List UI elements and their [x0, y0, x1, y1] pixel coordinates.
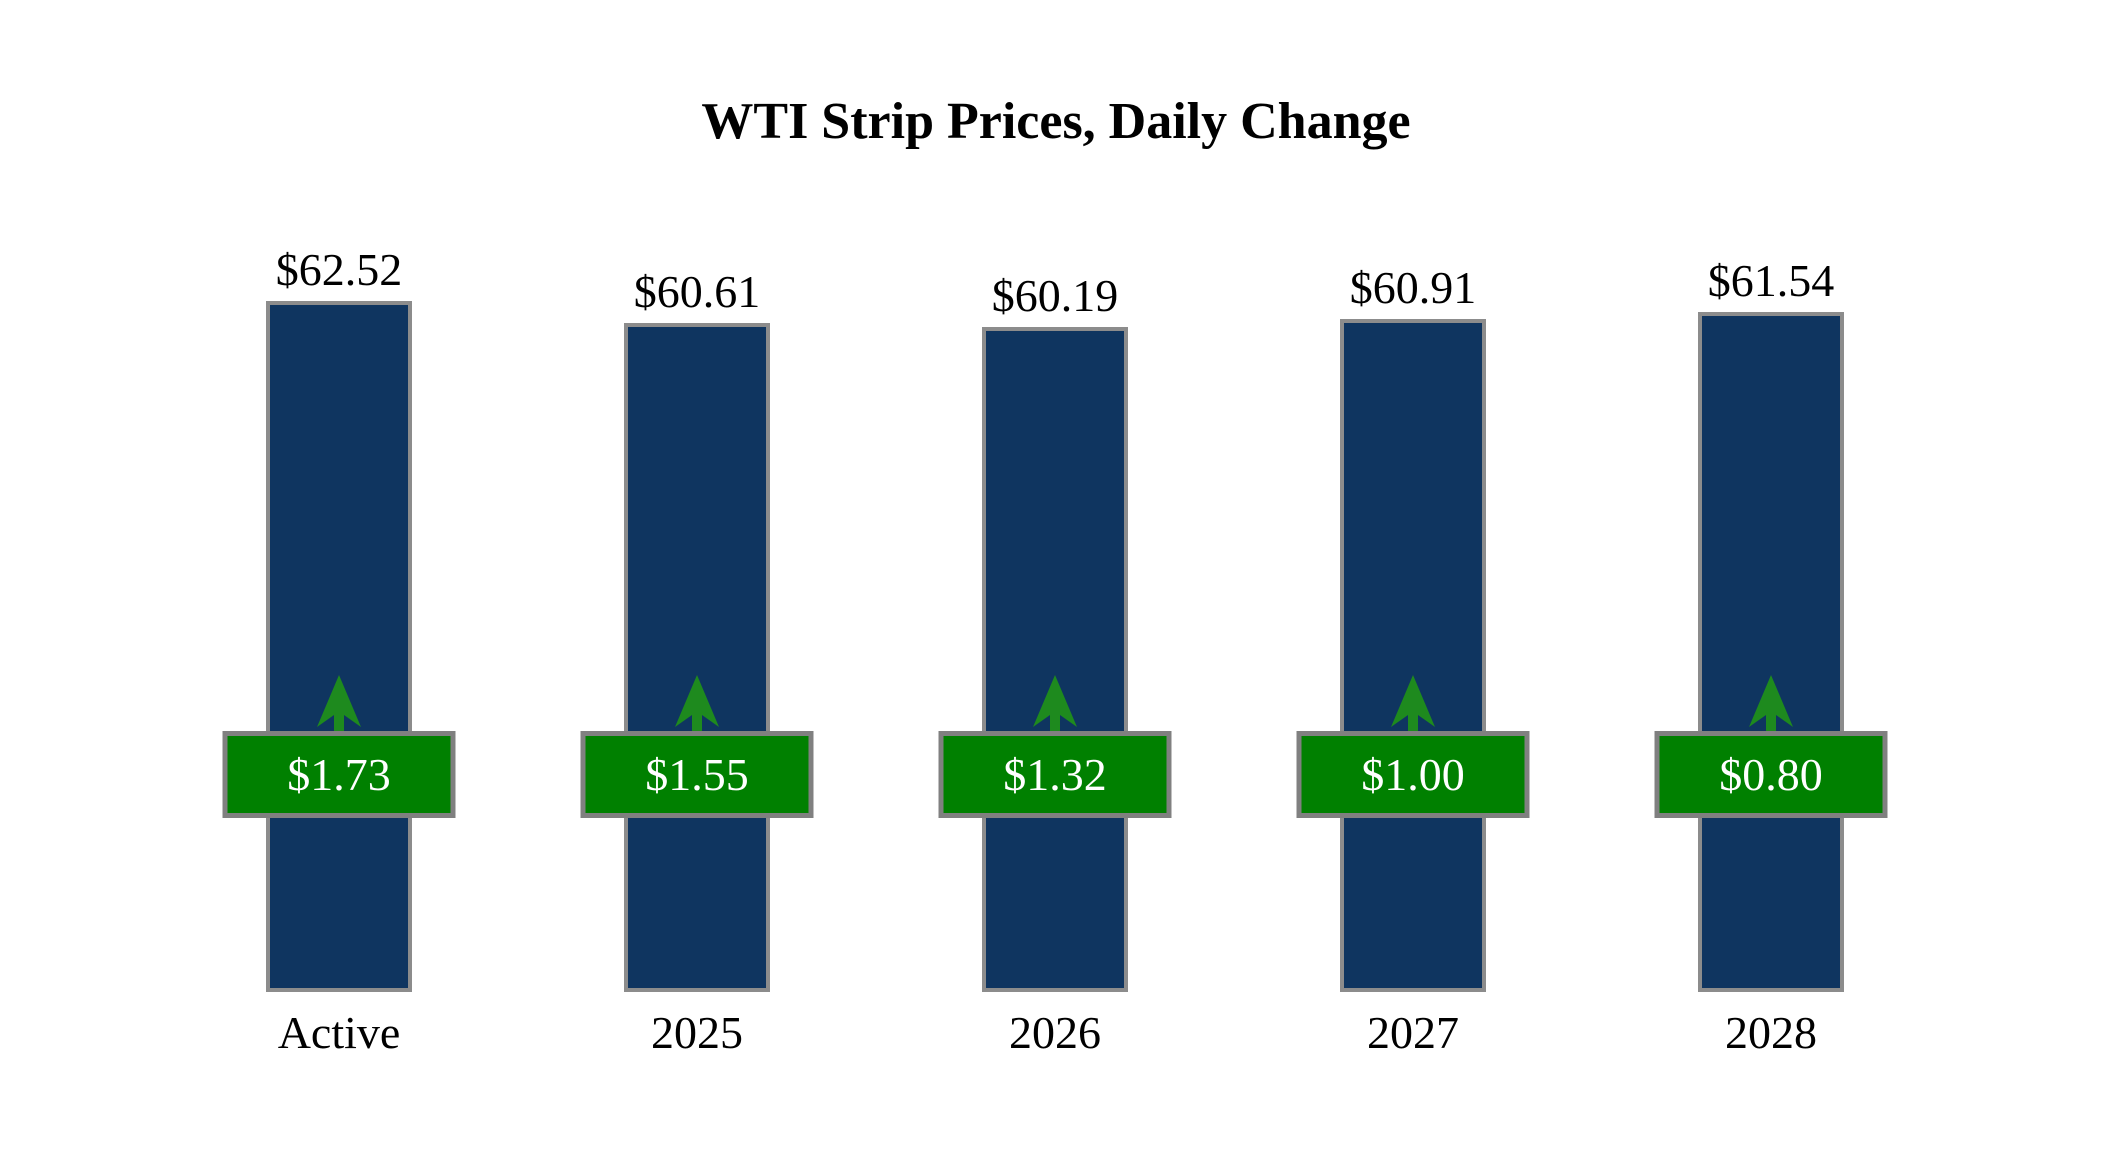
- price-label: $60.91: [1349, 262, 1477, 313]
- price-label: $60.19: [991, 270, 1119, 321]
- change-badge: $1.73: [222, 731, 456, 818]
- price-bar: [1698, 312, 1844, 992]
- price-bar: [266, 301, 412, 992]
- up-arrow-icon: [1033, 675, 1077, 731]
- change-value: $1.00: [1361, 748, 1465, 800]
- change-value: $1.32: [1003, 748, 1107, 800]
- change-badge: $0.80: [1654, 731, 1888, 818]
- up-arrow-icon: [317, 675, 361, 731]
- category-label: 2026: [1009, 1007, 1101, 1058]
- change-badge: $1.32: [938, 731, 1172, 818]
- bar-column: $60.19 $1.32 2026: [876, 200, 1234, 1056]
- up-arrow-icon: [1749, 675, 1793, 731]
- category-label: Active: [277, 1007, 401, 1058]
- change-value: $0.80: [1719, 748, 1823, 800]
- change-badge: $1.55: [580, 731, 814, 818]
- price-label: $61.54: [1707, 255, 1835, 306]
- price-label: $60.61: [633, 266, 761, 317]
- price-bar: [1340, 319, 1486, 992]
- up-arrow-icon: [1391, 675, 1435, 731]
- category-label: 2025: [651, 1007, 743, 1058]
- bar-column: $60.91 $1.00 2027: [1234, 200, 1592, 1056]
- price-bar: [982, 327, 1128, 992]
- bar-column: $61.54 $0.80 2028: [1592, 200, 1950, 1056]
- price-label: $62.52: [275, 244, 403, 295]
- bar-column: $62.52 $1.73 Active: [160, 200, 518, 1056]
- up-arrow-icon: [675, 675, 719, 731]
- change-value: $1.55: [645, 748, 749, 800]
- category-label: 2027: [1367, 1007, 1459, 1058]
- bar-column: $60.61 $1.55 2025: [518, 200, 876, 1056]
- change-badge: $1.00: [1296, 731, 1530, 818]
- chart-title: WTI Strip Prices, Daily Change: [701, 93, 1411, 150]
- category-label: 2028: [1725, 1007, 1817, 1058]
- price-bar: [624, 323, 770, 992]
- bar-columns: $62.52 $1.73 Active $60.61 $1.55 2025 $60.19 $1…: [160, 200, 1950, 1056]
- change-value: $1.73: [287, 748, 391, 800]
